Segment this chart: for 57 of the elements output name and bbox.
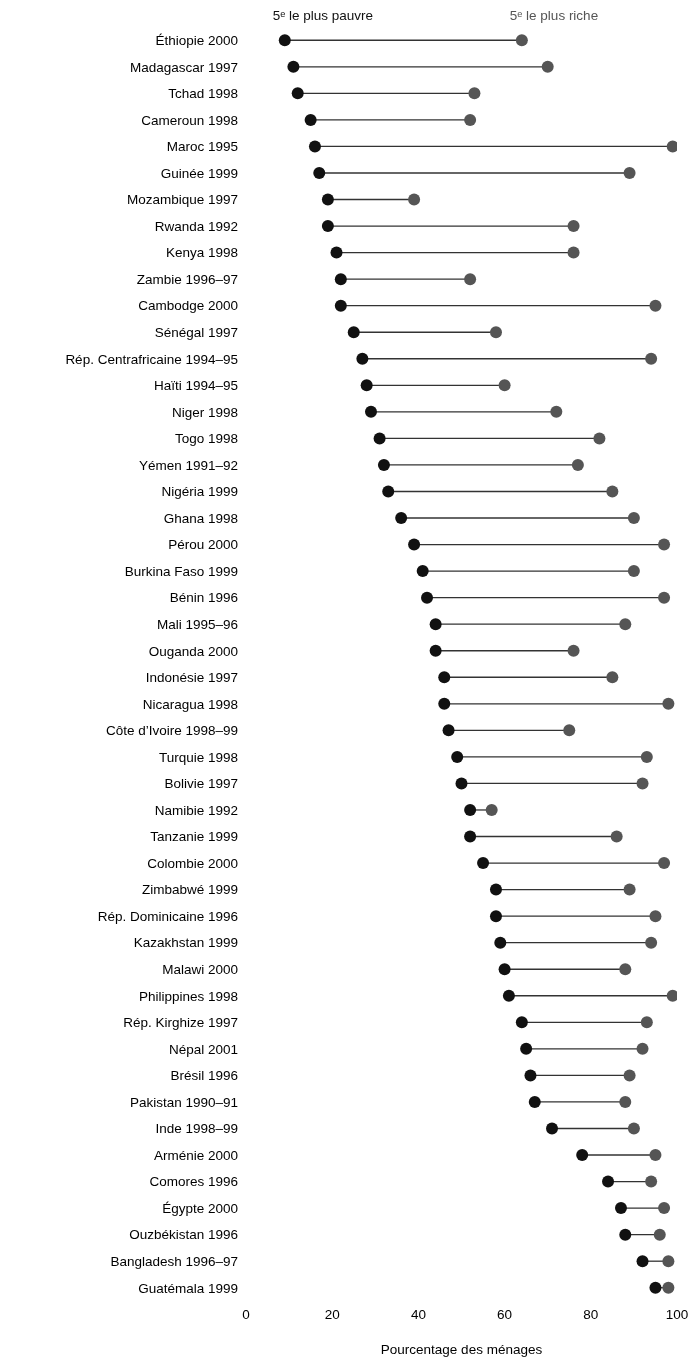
x-tick-label: 0 (242, 1306, 250, 1322)
y-tick-label: Bangladesh 1996–97 (110, 1253, 238, 1269)
y-tick-label: Zambie 1996–97 (136, 271, 238, 287)
y-tick-label: Pérou 2000 (168, 537, 238, 553)
x-tick-label: 60 (497, 1306, 513, 1322)
y-tick-label: Guatémala 1999 (138, 1280, 238, 1296)
y-tick-label: Bolivie 1997 (164, 776, 238, 792)
y-tick-label: Pakistan 1990–91 (129, 1094, 238, 1110)
y-tick-label: Namibie 1992 (154, 802, 238, 818)
y-tick-label: Mali 1995–96 (156, 616, 238, 632)
y-tick-label: Haïti 1994–95 (153, 378, 238, 394)
y-tick-label: Bénin 1996 (169, 590, 238, 606)
y-tick-label: Togo 1998 (174, 431, 238, 447)
y-tick-label: Rép. Dominicaine 1996 (97, 908, 238, 924)
y-tick-label: Indonésie 1997 (145, 670, 238, 686)
y-tick-label: Ouganda 2000 (148, 643, 238, 659)
y-tick-label: Philippines 1998 (138, 988, 238, 1004)
y-tick-label: Côte d’Ivoire 1998–99 (105, 723, 238, 739)
y-tick-label: Nigéria 1999 (161, 484, 238, 500)
y-tick-label: Burkina Faso 1999 (124, 563, 238, 579)
y-tick-label: Malawi 2000 (162, 962, 238, 978)
y-tick-label: Rép. Centrafricaine 1994–95 (65, 351, 238, 367)
y-tick-label: Rwanda 1992 (154, 218, 238, 234)
y-tick-label: Maroc 1995 (166, 139, 238, 155)
y-tick-label: Tanzanie 1999 (150, 829, 238, 845)
x-tick-label: 20 (324, 1306, 340, 1322)
y-tick-label: Népal 2001 (168, 1041, 238, 1057)
y-tick-label: Yémen 1991–92 (138, 457, 238, 473)
series-label: 5ᵉ le plus riche (509, 8, 599, 23)
y-tick-label: Guinée 1999 (160, 165, 238, 181)
y-tick-label: Kazakhstan 1999 (133, 935, 238, 951)
y-tick-label: Kenya 1998 (165, 245, 238, 261)
y-tick-label: Madagascar 1997 (129, 59, 238, 75)
y-tick-label: Brésil 1996 (170, 1068, 238, 1084)
y-tick-label: Turquie 1998 (158, 749, 238, 765)
y-tick-label: Arménie 2000 (153, 1147, 238, 1163)
y-tick-label: Niger 1998 (171, 404, 238, 420)
y-tick-label: Ouzbékistan 1996 (129, 1227, 238, 1243)
y-tick-label: Zimbabwé 1999 (141, 882, 238, 898)
y-tick-label: Tchad 1998 (168, 86, 238, 102)
x-axis-title: Pourcentage des ménages (380, 1342, 543, 1357)
y-tick-label: Cambodge 2000 (138, 298, 238, 314)
y-tick-label: Colombie 2000 (147, 855, 238, 871)
y-tick-label: Éthiopie 2000 (155, 33, 238, 49)
series-label: 5ᵉ le plus pauvre (272, 8, 374, 23)
y-tick-label: Rép. Kirghize 1997 (123, 1015, 238, 1031)
y-tick-label: Nicaragua 1998 (142, 696, 238, 712)
y-tick-label: Inde 1998–99 (155, 1121, 238, 1137)
x-tick-label: 100 (665, 1306, 689, 1322)
y-tick-label: Ghana 1998 (163, 510, 238, 526)
y-tick-label: Mozambique 1997 (126, 192, 238, 208)
y-tick-label: Sénégal 1997 (154, 325, 238, 341)
y-tick-label: Cameroun 1998 (141, 112, 238, 128)
x-tick-label: 80 (583, 1306, 599, 1322)
y-tick-label: Comores 1996 (149, 1174, 238, 1190)
y-tick-label: Égypte 2000 (162, 1200, 238, 1216)
x-tick-label: 40 (410, 1306, 426, 1322)
